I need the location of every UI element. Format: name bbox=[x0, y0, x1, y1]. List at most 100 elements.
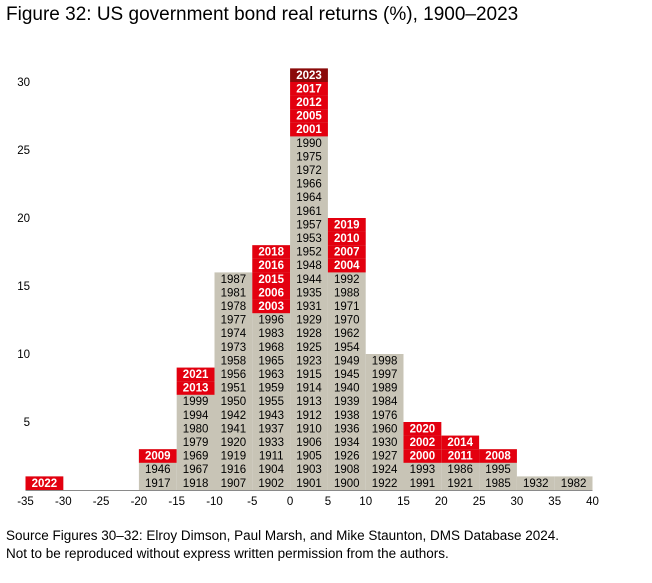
year-label: 2010 bbox=[334, 233, 360, 245]
year-label: 2012 bbox=[296, 97, 322, 109]
year-label: 1987 bbox=[221, 274, 247, 286]
x-tick-label: -10 bbox=[206, 496, 223, 508]
year-label: 1968 bbox=[258, 342, 284, 354]
year-label: 1985 bbox=[485, 478, 511, 490]
y-tick-label: 15 bbox=[17, 281, 30, 293]
x-tick-label: 15 bbox=[397, 496, 410, 508]
year-label: 1938 bbox=[334, 410, 360, 422]
year-label: 1965 bbox=[258, 355, 284, 367]
year-label: 2016 bbox=[258, 260, 284, 272]
year-label: 1975 bbox=[296, 151, 322, 163]
year-label: 2013 bbox=[183, 383, 209, 395]
year-label: 1948 bbox=[296, 260, 322, 272]
x-tick-label: 40 bbox=[586, 496, 599, 508]
highlight-cell bbox=[441, 449, 480, 463]
year-label: 1969 bbox=[183, 451, 209, 463]
year-label: 1907 bbox=[221, 478, 247, 490]
highlight-cell bbox=[25, 476, 64, 490]
highlight-cell bbox=[290, 95, 328, 110]
x-tick-label: 20 bbox=[435, 496, 448, 508]
highlight-cell bbox=[252, 299, 291, 314]
year-label: 1973 bbox=[221, 342, 247, 354]
year-label: 2007 bbox=[334, 247, 360, 259]
year-label: 1994 bbox=[183, 410, 209, 422]
year-label: 1961 bbox=[296, 206, 322, 218]
year-label: 1949 bbox=[334, 355, 360, 367]
year-label: 2021 bbox=[183, 369, 209, 381]
year-label: 1945 bbox=[334, 369, 360, 381]
year-label: 1963 bbox=[258, 369, 284, 381]
highlight-cell bbox=[327, 231, 366, 246]
highlight-cell bbox=[327, 245, 366, 259]
year-label: 1905 bbox=[296, 451, 322, 463]
bin-bar bbox=[516, 476, 555, 490]
highlight-cell bbox=[252, 258, 291, 273]
year-label: 1993 bbox=[410, 464, 436, 476]
year-label: 1946 bbox=[145, 464, 171, 476]
year-label: 2009 bbox=[145, 451, 171, 463]
bin-bar bbox=[365, 354, 404, 490]
year-label: 1996 bbox=[258, 315, 284, 327]
y-tick-label: 20 bbox=[17, 213, 30, 225]
year-label: 1912 bbox=[296, 410, 322, 422]
x-tick-label: 0 bbox=[287, 496, 293, 508]
x-tick-label: -15 bbox=[168, 496, 185, 508]
year-label: 1989 bbox=[372, 383, 398, 395]
highlight-cell bbox=[327, 218, 366, 232]
year-label: 2015 bbox=[258, 274, 284, 286]
year-label: 1916 bbox=[221, 464, 247, 476]
year-label: 2000 bbox=[410, 451, 436, 463]
year-label: 1995 bbox=[485, 464, 511, 476]
source-line: Not to be reproduced without express wri… bbox=[6, 546, 449, 561]
year-label: 1972 bbox=[296, 165, 322, 177]
year-label: 2004 bbox=[334, 260, 360, 272]
bin-bar bbox=[554, 476, 593, 490]
year-label: 2019 bbox=[334, 219, 360, 231]
year-label: 1924 bbox=[372, 464, 398, 476]
highlight-cell bbox=[176, 381, 215, 395]
year-label: 1902 bbox=[258, 478, 284, 490]
x-tick-labels: -35 -30 -25 -20 -15 -10 -5 0 5 10 15 20 25 30 35 40 bbox=[17, 496, 599, 508]
year-label: 1937 bbox=[258, 423, 284, 435]
year-label: 1930 bbox=[372, 437, 398, 449]
year-label: 1999 bbox=[183, 396, 209, 408]
x-tick-label: 35 bbox=[548, 496, 561, 508]
year-label: 2005 bbox=[296, 111, 322, 123]
year-label: 1952 bbox=[296, 247, 322, 259]
year-label: 1955 bbox=[258, 396, 284, 408]
highlight-cell bbox=[290, 109, 328, 123]
year-label: 2011 bbox=[448, 451, 474, 463]
year-label: 1971 bbox=[334, 301, 360, 313]
year-label: 1981 bbox=[221, 287, 247, 299]
year-label: 2017 bbox=[296, 83, 322, 95]
x-tick-label: 25 bbox=[473, 496, 486, 508]
year-label: 1979 bbox=[183, 437, 209, 449]
highlight-cell bbox=[403, 435, 442, 450]
year-label: 1982 bbox=[561, 478, 587, 490]
bin-bar bbox=[214, 272, 253, 490]
year-label: 1958 bbox=[221, 355, 247, 367]
x-tick-label: 5 bbox=[325, 496, 331, 508]
y-tick-labels: 5 10 15 20 25 30 bbox=[17, 77, 30, 429]
year-label: 1944 bbox=[296, 274, 322, 286]
year-label: 1964 bbox=[296, 192, 322, 204]
year-label: 1928 bbox=[296, 328, 322, 340]
year-label: 1957 bbox=[296, 219, 322, 231]
x-tick-label: -20 bbox=[131, 496, 148, 508]
year-label: 1984 bbox=[372, 396, 398, 408]
year-label: 1933 bbox=[258, 437, 284, 449]
highlight-cell bbox=[327, 258, 366, 273]
highlight-cell bbox=[290, 82, 328, 96]
year-label: 1960 bbox=[372, 423, 398, 435]
year-label: 1901 bbox=[296, 478, 322, 490]
year-label: 1935 bbox=[296, 287, 322, 299]
